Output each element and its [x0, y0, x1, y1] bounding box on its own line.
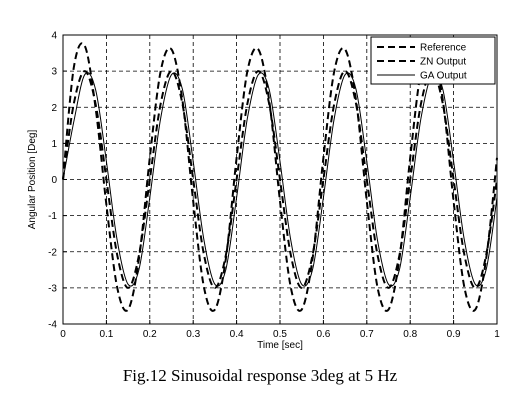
y-tick-label: -3 [48, 283, 57, 294]
figure-caption: Fig.12 Sinusoidal response 3deg at 5 Hz [122, 366, 398, 385]
series-line-1 [62, 70, 498, 289]
y-tick-label: 0 [51, 175, 57, 186]
y-axis-label: Angular Position [Deg] [27, 130, 38, 230]
x-tick-label: 0.1 [99, 329, 113, 340]
series-line-3 [62, 72, 498, 287]
x-tick-label: 0.4 [230, 329, 244, 340]
x-tick-label: 0.2 [143, 329, 157, 340]
line-chart: 0 0.1 0.2 0.3 0.4 0.5 0.6 0.7 0.8 0.9 1 -4 -3 -2 -1 0 1… [27, 31, 500, 352]
x-tick-label: 0.9 [447, 329, 461, 340]
y-tick-label: 1 [51, 139, 57, 150]
x-tick-label: 0.5 [273, 329, 287, 340]
y-tick-label: -2 [48, 247, 57, 258]
x-axis-label: Time [sec] [257, 340, 303, 351]
legend-entry: Reference [420, 43, 467, 54]
y-tick-label: 4 [51, 31, 57, 42]
legend-entry: GA Output [420, 71, 467, 82]
y-tick-label: -4 [48, 320, 57, 331]
legend-entry: ZN Output [420, 57, 466, 68]
tick-marks [62, 34, 498, 325]
x-tick-label: 0 [60, 329, 66, 340]
legend: Reference ZN Output GA Output [370, 36, 496, 85]
x-tick-label: 0.7 [360, 329, 374, 340]
x-tick-label: 0.8 [403, 329, 417, 340]
y-tick-label: 2 [51, 103, 57, 114]
y-tick-label: -1 [48, 211, 57, 222]
y-tick-label: 3 [51, 67, 57, 78]
x-tick-label: 0.6 [316, 329, 330, 340]
x-tick-label: 0.3 [186, 329, 200, 340]
x-tick-label: 1 [494, 329, 500, 340]
y-tick-labels: -4 -3 -2 -1 0 1 2 3 4 [48, 31, 57, 331]
x-tick-labels: 0 0.1 0.2 0.3 0.4 0.5 0.6 0.7 0.8 0.9 1 [60, 329, 500, 340]
